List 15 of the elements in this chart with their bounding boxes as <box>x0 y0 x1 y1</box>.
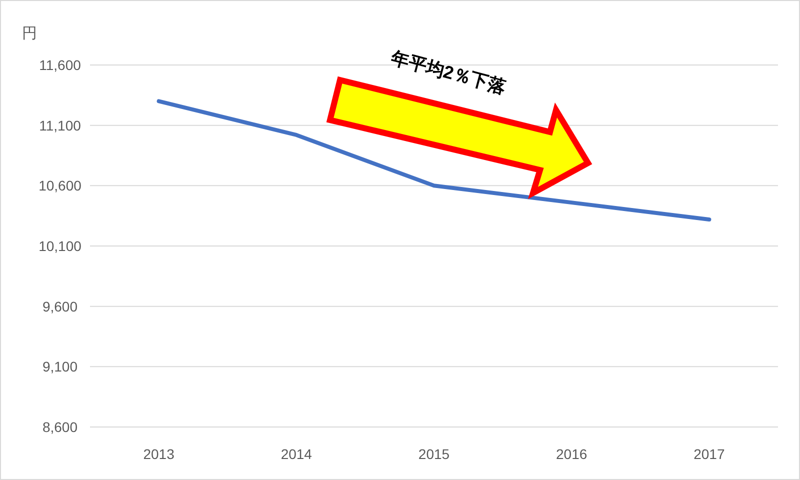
y-tick-label: 9,100 <box>42 358 78 375</box>
line-series <box>156 99 712 222</box>
y-tick-label: 11,600 <box>39 57 82 73</box>
y-tick-label: 8,600 <box>42 419 78 435</box>
y-tick-label: 10,100 <box>38 238 82 254</box>
x-tick-label: 2013 <box>143 446 175 462</box>
annotation: 年平均2％下落 <box>388 47 508 98</box>
x-tick-label: 2016 <box>556 446 588 462</box>
y-tick-label: 10,600 <box>38 178 82 194</box>
y-tick-label: 9,600 <box>42 298 78 314</box>
x-tick-label: 2017 <box>694 446 725 462</box>
x-tick-label: 2014 <box>280 446 312 462</box>
y-tick-label: 11,100 <box>39 117 82 134</box>
y-axis-title: 円 <box>22 25 37 42</box>
x-tick-label: 2015 <box>418 446 450 462</box>
